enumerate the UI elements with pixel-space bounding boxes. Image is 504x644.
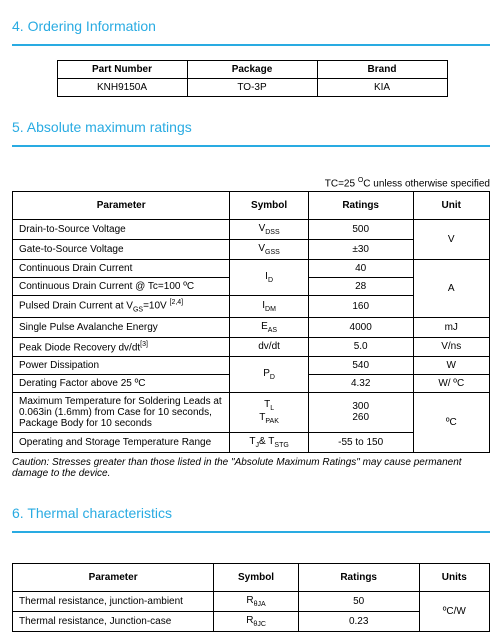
param-cell: Single Pulse Avalanche Energy: [13, 317, 230, 337]
section6-heading: 6. Thermal characteristics: [12, 505, 492, 521]
param-cell: Maximum Temperature for Soldering Leads …: [13, 392, 230, 432]
col-unit: Unit: [413, 192, 490, 220]
section4-heading: 4. Ordering Information: [12, 18, 492, 34]
param-cell: Peak Diode Recovery dv/dt[3]: [13, 337, 230, 356]
symbol-cell: VDSS: [230, 220, 308, 240]
col-part-number: Part Number: [57, 61, 187, 79]
table-row: Thermal resistance, Junction-case RθJC 0…: [13, 611, 490, 631]
abs-max-ratings-table: Parameter Symbol Ratings Unit Drain-to-S…: [12, 191, 490, 453]
rating-cell: -55 to 150: [308, 432, 413, 452]
unit-cell: W/ ºC: [413, 374, 490, 392]
ordering-info-table: Part Number Package Brand KNH9150A TO-3P…: [57, 60, 448, 97]
rating-cell: 500: [308, 220, 413, 240]
param-cell: Pulsed Drain Current at VGS=10V [2,4]: [13, 296, 230, 317]
rating-cell: 5.0: [308, 337, 413, 356]
section5-underline: [12, 145, 490, 147]
param-cell: Thermal resistance, junction-ambient: [13, 591, 214, 611]
cell-brand: KIA: [317, 79, 447, 97]
table-row: Drain-to-Source Voltage VDSS 500 V: [13, 220, 490, 240]
rating-cell: 540: [308, 356, 413, 374]
symbol-cell: dv/dt: [230, 337, 308, 356]
unit-cell: ºC: [413, 392, 490, 452]
cell-part-number: KNH9150A: [57, 79, 187, 97]
unit-cell: V/ns: [413, 337, 490, 356]
symbol-cell: VGSS: [230, 240, 308, 260]
rating-cell: 40: [308, 260, 413, 278]
param-cell: Thermal resistance, Junction-case: [13, 611, 214, 631]
table-row: KNH9150A TO-3P KIA: [57, 79, 447, 97]
symbol-cell: RθJA: [214, 591, 299, 611]
rating-cell: 50: [298, 591, 419, 611]
param-cell: Power Dissipation: [13, 356, 230, 374]
table-row: Power Dissipation PD 540 W: [13, 356, 490, 374]
symbol-cell: EAS: [230, 317, 308, 337]
symbol-cell: TL TPAK: [230, 392, 308, 432]
thermal-characteristics-table: Parameter Symbol Ratings Units Thermal r…: [12, 563, 490, 632]
table-row: Maximum Temperature for Soldering Leads …: [13, 392, 490, 432]
unit-cell: mJ: [413, 317, 490, 337]
condition-text: TC=25 OC unless otherwise specified: [12, 177, 490, 189]
caution-note: Caution: Stresses greater than those lis…: [12, 457, 490, 479]
col-ratings: Ratings: [298, 563, 419, 591]
col-parameter: Parameter: [13, 192, 230, 220]
table-row: Continuous Drain Current ID 40 A: [13, 260, 490, 278]
col-symbol: Symbol: [230, 192, 308, 220]
section6-underline: [12, 531, 490, 533]
col-symbol: Symbol: [214, 563, 299, 591]
rating-cell: ±30: [308, 240, 413, 260]
cell-package: TO-3P: [187, 79, 317, 97]
param-cell: Derating Factor above 25 ºC: [13, 374, 230, 392]
rating-cell: 0.23: [298, 611, 419, 631]
section4-underline: [12, 44, 490, 46]
param-cell: Continuous Drain Current: [13, 260, 230, 278]
param-cell: Continuous Drain Current @ Tc=100 ºC: [13, 278, 230, 296]
unit-cell: V: [413, 220, 490, 260]
symbol-cell: TJ& TSTG: [230, 432, 308, 452]
table-row: Single Pulse Avalanche Energy EAS 4000 m…: [13, 317, 490, 337]
rating-cell: 28: [308, 278, 413, 296]
unit-cell: ºC/W: [419, 591, 489, 631]
table-row: Parameter Symbol Ratings Unit: [13, 192, 490, 220]
param-cell: Operating and Storage Temperature Range: [13, 432, 230, 452]
symbol-cell: IDM: [230, 296, 308, 317]
table-row: Peak Diode Recovery dv/dt[3] dv/dt 5.0 V…: [13, 337, 490, 356]
rating-cell: 4000: [308, 317, 413, 337]
symbol-cell: ID: [230, 260, 308, 296]
symbol-cell: PD: [230, 356, 308, 392]
unit-cell: A: [413, 260, 490, 317]
col-brand: Brand: [317, 61, 447, 79]
table-row: Parameter Symbol Ratings Units: [13, 563, 490, 591]
col-package: Package: [187, 61, 317, 79]
table-row: Part Number Package Brand: [57, 61, 447, 79]
symbol-cell: RθJC: [214, 611, 299, 631]
col-parameter: Parameter: [13, 563, 214, 591]
rating-cell: 4.32: [308, 374, 413, 392]
param-cell: Drain-to-Source Voltage: [13, 220, 230, 240]
condition-suffix: C unless otherwise specified: [363, 178, 490, 189]
table-row: Thermal resistance, junction-ambient RθJ…: [13, 591, 490, 611]
col-ratings: Ratings: [308, 192, 413, 220]
condition-prefix: TC=25: [325, 178, 358, 189]
section5-heading: 5. Absolute maximum ratings: [12, 119, 492, 135]
unit-cell: W: [413, 356, 490, 374]
param-cell: Gate-to-Source Voltage: [13, 240, 230, 260]
col-units: Units: [419, 563, 489, 591]
rating-cell: 160: [308, 296, 413, 317]
rating-cell: 300260: [308, 392, 413, 432]
